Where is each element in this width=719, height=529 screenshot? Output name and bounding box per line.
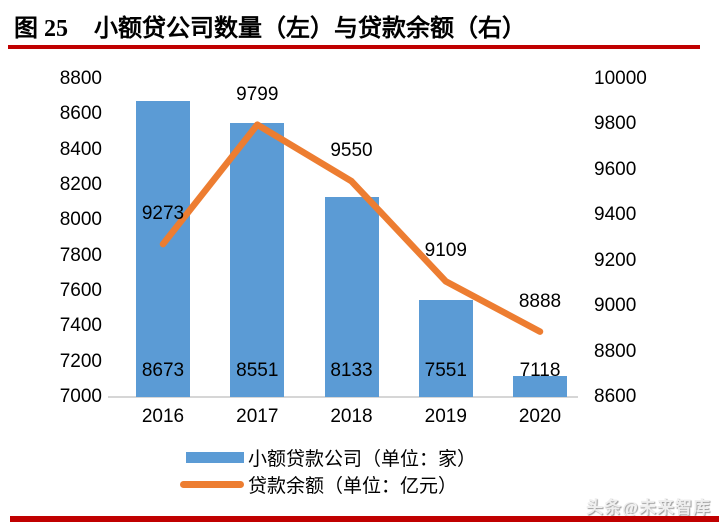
bar-2019	[418, 299, 473, 397]
watermark: 头条@未来智库	[586, 498, 711, 517]
bar-2016	[136, 101, 190, 397]
figure-title: 图 25 小额贷公司数量（左）与贷款余额（右）	[14, 8, 714, 43]
right-axis-tick-9800: 9800	[594, 113, 637, 135]
legend-label-bar: 小额贷款公司（单位：家）	[248, 448, 477, 470]
line-value-label-2016: 9273	[141, 203, 185, 225]
right-axis-tick-8600: 8600	[594, 386, 637, 407]
line-value-label-2020: 8888	[518, 290, 562, 312]
right-axis-tick-9400: 9400	[594, 204, 637, 226]
bar-2020	[513, 376, 567, 397]
bottom-red-rule	[10, 516, 719, 522]
left-axis-tick-8200: 8200	[59, 174, 102, 195]
x-tick-2020: 2020	[518, 406, 562, 427]
left-axis-tick-8000: 8000	[59, 209, 102, 231]
figure-number: 图 25	[14, 16, 68, 42]
x-tick-2016: 2016	[141, 406, 185, 427]
left-axis-tick-8600: 8600	[59, 103, 102, 125]
right-axis-tick-10000: 10000	[594, 68, 647, 89]
bar-2017	[230, 122, 285, 397]
legend-label-line: 贷款余额（单位：亿元）	[248, 475, 458, 497]
bar-value-label-2019: 7551	[424, 360, 467, 381]
right-axis-tick-9200: 9200	[594, 249, 637, 271]
line-series-swatch-icon	[180, 480, 244, 488]
bar-value-label-2020: 7118	[519, 360, 561, 381]
left-axis-tick-7800: 7800	[59, 244, 102, 266]
chart-legend: 小额贷款公司（单位：家） 贷款余额（单位：亿元）	[178, 446, 538, 497]
x-tick-2018: 2018	[330, 406, 373, 427]
bar-value-label-2018: 8133	[330, 360, 373, 381]
line-value-label-2019: 9109	[424, 240, 467, 262]
legend-item-line: 贷款余额（单位：亿元）	[178, 473, 538, 497]
title-underline-rule	[8, 45, 700, 49]
bar-series-swatch-icon	[186, 451, 244, 463]
bar-value-label-2017: 8551	[236, 360, 279, 381]
left-axis-tick-7000: 7000	[59, 386, 102, 407]
right-axis-tick-9600: 9600	[594, 158, 637, 180]
left-axis-tick-7600: 7600	[59, 280, 102, 301]
right-axis-tick-9000: 9000	[594, 295, 637, 317]
right-axis-tick-8800: 8800	[594, 340, 637, 362]
x-axis-line	[108, 396, 578, 398]
figure-title-text: 小额贷公司数量（左）与贷款余额（右）	[94, 16, 526, 42]
x-tick-2019: 2019	[424, 406, 467, 427]
line-value-label-2017: 9799	[236, 83, 279, 105]
left-axis-tick-8400: 8400	[59, 138, 102, 160]
legend-item-bar: 小额贷款公司（单位：家）	[178, 446, 538, 470]
left-axis-tick-7200: 7200	[59, 350, 102, 372]
left-axis-tick-7400: 7400	[59, 315, 102, 337]
line-value-label-2018: 9550	[330, 140, 373, 162]
left-axis-tick-8800: 8800	[59, 68, 102, 89]
bar-value-label-2016: 8673	[141, 360, 185, 381]
x-tick-2017: 2017	[236, 406, 279, 427]
